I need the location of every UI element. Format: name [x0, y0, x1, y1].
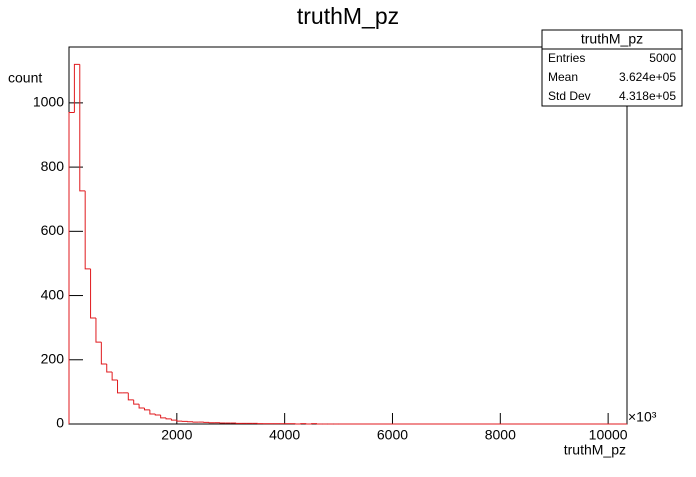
y-tick-label: 600	[41, 222, 65, 238]
stats-title: truthM_pz	[581, 31, 643, 47]
x-multiplier: ×10³	[628, 409, 657, 425]
stats-value: 4.318e+05	[619, 89, 676, 103]
y-tick-label: 200	[41, 350, 65, 366]
stats-key: Mean	[548, 70, 578, 84]
x-tick-label: 10000	[589, 427, 628, 443]
y-tick-label: 400	[41, 286, 65, 302]
x-tick-label: 6000	[377, 427, 408, 443]
stats-key: Entries	[548, 51, 585, 65]
stats-value: 5000	[649, 51, 676, 65]
y-axis-label: count	[8, 70, 42, 86]
chart-title: truthM_pz	[297, 3, 399, 29]
x-tick-label: 8000	[485, 427, 516, 443]
y-tick-label: 800	[41, 158, 65, 174]
stats-value: 3.624e+05	[619, 70, 676, 84]
x-tick-label: 4000	[269, 427, 300, 443]
y-tick-label: 1000	[33, 94, 64, 110]
y-tick-label: 0	[56, 415, 64, 431]
stats-key: Std Dev	[548, 89, 591, 103]
x-axis-label: truthM_pz	[564, 442, 626, 458]
stats-box: truthM_pz Entries 5000 Mean 3.624e+05 Std De…	[542, 30, 682, 106]
x-tick-label: 2000	[161, 427, 192, 443]
